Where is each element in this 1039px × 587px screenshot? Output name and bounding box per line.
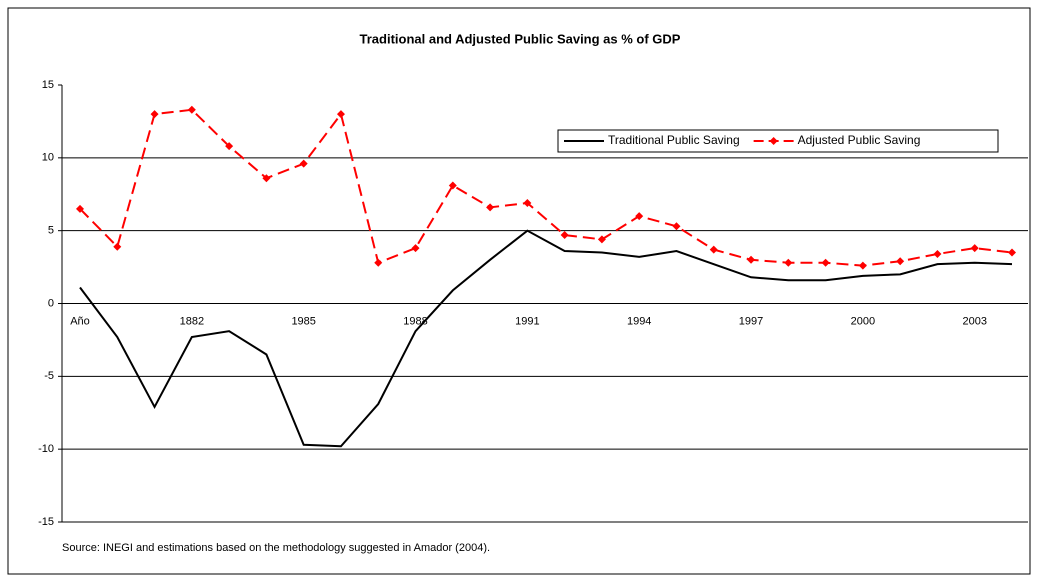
y-tick-label: -5 [44,370,54,382]
data-point [262,174,271,183]
data-point [225,142,234,151]
series-line [79,229,1013,448]
y-tick-label: 15 [42,79,54,91]
x-tick-label: 1991 [515,315,539,327]
data-point [858,261,867,270]
data-point [635,212,644,221]
source-note: Source: INEGI and estimations based on t… [62,542,490,554]
data-point [411,244,420,253]
y-tick-label: 10 [42,152,54,164]
x-tick-label: 1985 [291,315,315,327]
data-point [187,105,196,114]
data-point [486,203,495,212]
data-point [821,258,830,267]
legend-label: Traditional Public Saving [608,133,740,147]
data-point [784,258,793,267]
data-point [448,181,457,190]
data-point [523,198,532,207]
x-tick-label: 1994 [627,315,651,327]
x-tick-label: 2000 [851,315,875,327]
data-point [672,222,681,231]
x-tick-label: 2003 [962,315,986,327]
x-tick-label: 1997 [739,315,763,327]
series-line [79,108,1013,267]
data-point [560,231,569,240]
data-point [336,110,345,119]
data-point [896,257,905,266]
data-point [150,110,159,119]
legend-label: Adjusted Public Saving [798,133,921,147]
data-point [597,235,606,244]
y-tick-label: 0 [48,297,54,309]
data-point [113,242,122,251]
data-point [76,204,84,213]
chart-border [7,7,1031,575]
x-tick-label: Año [70,315,90,327]
data-point [747,255,756,264]
y-tick-label: -15 [38,516,54,528]
x-tick-label: 1882 [180,315,204,327]
data-point [299,159,308,168]
data-point [1008,248,1016,257]
data-point [374,258,383,267]
y-tick-label: -10 [38,443,54,455]
data-point [970,244,979,253]
data-point [933,249,942,258]
data-point [709,245,718,254]
y-tick-label: 5 [48,225,54,237]
chart-title: Traditional and Adjusted Public Saving a… [360,31,681,46]
legend-marker [769,137,778,145]
